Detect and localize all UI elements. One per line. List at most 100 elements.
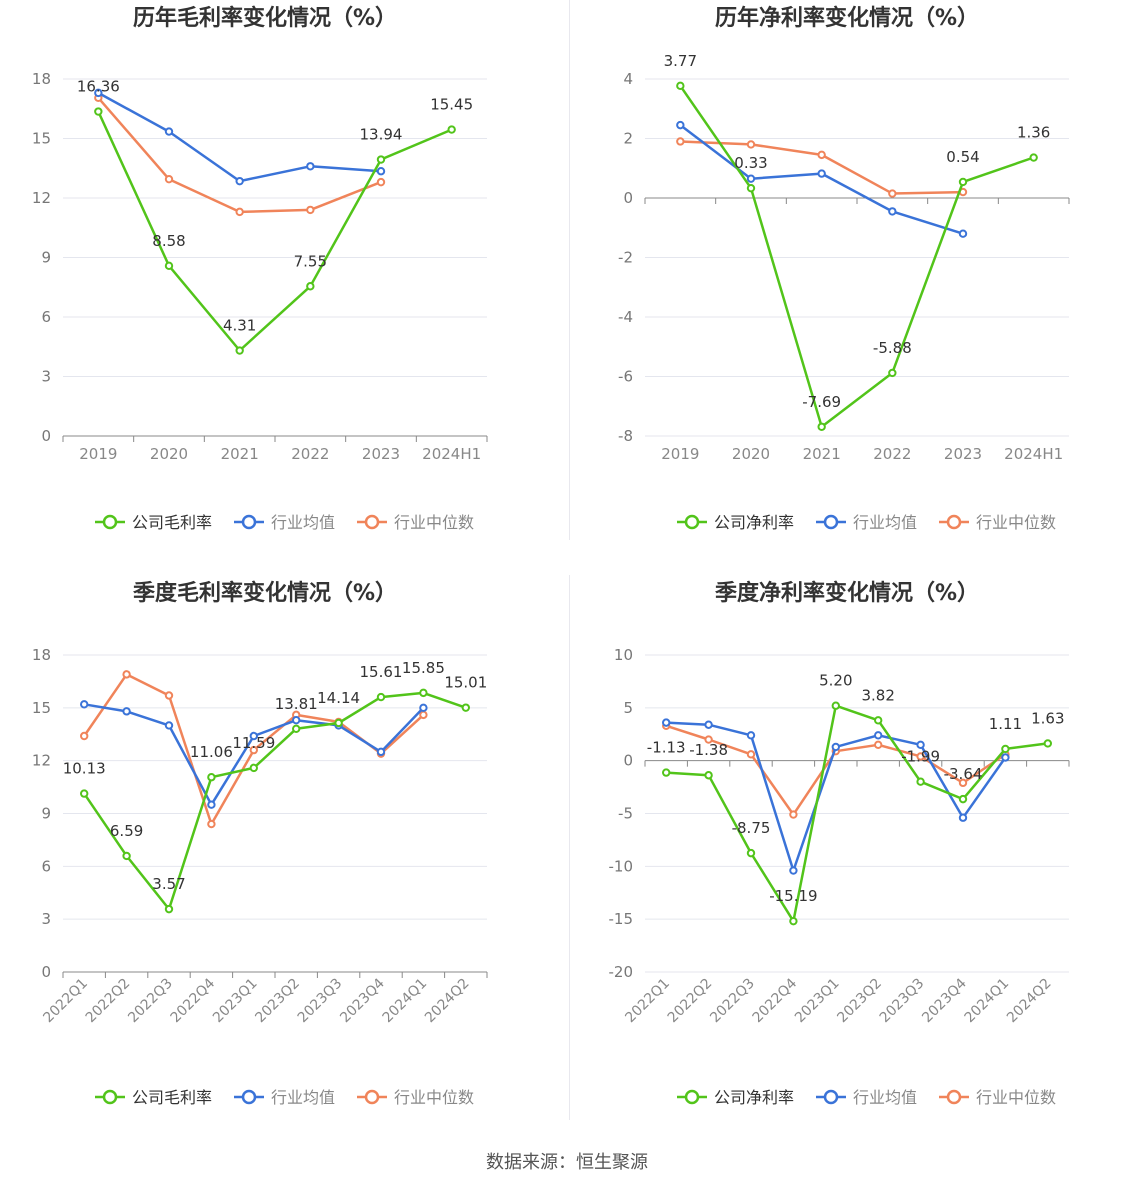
- data-label: 1.36: [1017, 124, 1050, 142]
- data-point-company: [447, 125, 456, 134]
- data-point-average: [94, 88, 103, 98]
- data-point-average: [874, 731, 883, 740]
- data-point-company: [958, 177, 968, 187]
- data-label: 3.57: [152, 875, 185, 893]
- chart-title: 历年毛利率变化情况（%）: [133, 5, 397, 31]
- data-label: 6.59: [110, 822, 143, 840]
- legend-marker-icon: [364, 1089, 380, 1105]
- data-label: 7.55: [294, 252, 327, 270]
- legend-item-average: 行业均值: [816, 513, 917, 532]
- x-tick-label: 2022Q1: [40, 976, 91, 1027]
- legend-item-company: 公司毛利率: [95, 1088, 212, 1107]
- x-tick-label: 2019: [661, 445, 699, 463]
- x-tick-label: 2020: [150, 445, 188, 463]
- y-tick-label: 6: [41, 857, 51, 875]
- data-point-company: [789, 916, 798, 926]
- series-line-average: [83, 703, 425, 806]
- data-point-median: [874, 740, 883, 750]
- data-point-company: [94, 107, 103, 116]
- data-point-average: [704, 720, 713, 729]
- data-point-median: [746, 750, 756, 759]
- legend-marker-icon: [946, 1089, 962, 1105]
- x-tick-label: 2023Q3: [877, 976, 928, 1027]
- data-label: 13.81: [275, 695, 318, 713]
- y-tick-label: 15: [32, 699, 51, 717]
- quarterly-net-margin-chart: 季度净利率变化情况（%） -20 -15 -10 -5 0 5 10 2022Q1 2022Q2 2…: [567, 575, 1134, 1150]
- data-point-company: [122, 851, 131, 861]
- data-point-company: [676, 81, 685, 91]
- y-tick-label: 5: [623, 699, 633, 717]
- legend-item-company: 公司净利率: [677, 513, 794, 532]
- data-point-median: [164, 174, 174, 184]
- data-point-company: [1043, 739, 1052, 748]
- chart-title: 季度毛利率变化情况（%）: [133, 580, 397, 606]
- legend-label: 行业中位数: [976, 1088, 1056, 1107]
- data-label: 15.61: [360, 663, 403, 681]
- x-tick-label: 2022: [291, 445, 329, 463]
- data-label: 1.63: [1031, 709, 1064, 727]
- legend-label: 公司毛利率: [132, 1088, 212, 1107]
- data-point-median: [789, 810, 798, 819]
- data-point-company: [704, 771, 713, 780]
- data-point-average: [306, 162, 315, 171]
- legend-marker-icon: [102, 1089, 118, 1105]
- legend-item-average: 行业均值: [234, 1088, 335, 1107]
- data-label: 15.01: [444, 674, 487, 692]
- data-label: 14.14: [317, 689, 360, 707]
- x-tick-label: 2022Q2: [83, 976, 134, 1027]
- data-label: -15.19: [769, 887, 817, 905]
- x-tick-label: 2024Q1: [962, 976, 1013, 1027]
- x-tick-label: 2023Q4: [919, 975, 970, 1026]
- chart-title: 季度净利率变化情况（%）: [715, 580, 979, 606]
- data-label: -5.88: [873, 339, 912, 357]
- data-point-median: [249, 745, 259, 755]
- data-point-company: [461, 703, 470, 712]
- data-point-median: [958, 778, 968, 788]
- y-tick-label: 2: [623, 130, 633, 148]
- data-point-median: [746, 140, 756, 149]
- y-tick-label: 15: [32, 130, 51, 148]
- data-point-median: [80, 731, 89, 741]
- legend-marker-icon: [946, 514, 962, 530]
- legend-item-median: 行业中位数: [939, 513, 1056, 532]
- legend-label: 行业均值: [853, 513, 917, 532]
- series-line-company: [97, 110, 453, 352]
- data-point-company: [916, 777, 925, 786]
- data-point-average: [122, 707, 131, 716]
- data-point-company: [249, 763, 259, 773]
- y-tick-label: 3: [41, 910, 51, 928]
- data-point-company: [376, 155, 386, 164]
- legend-marker-icon: [241, 1089, 257, 1105]
- legend-item-company: 公司净利率: [677, 1088, 794, 1107]
- x-tick-label: 2023: [362, 445, 400, 463]
- data-label: -1.38: [689, 741, 728, 759]
- data-point-average: [249, 731, 259, 741]
- data-point-median: [207, 819, 216, 829]
- data-point-company: [334, 718, 343, 728]
- data-point-average: [80, 700, 89, 709]
- data-point-company: [1029, 153, 1038, 162]
- y-tick-label: 9: [41, 249, 51, 267]
- y-tick-label: -6: [618, 368, 633, 386]
- data-label: 16.36: [77, 78, 120, 96]
- data-point-median: [419, 710, 428, 720]
- data-point-company: [874, 716, 883, 725]
- x-tick-label: 2020: [732, 445, 770, 463]
- series-line-average: [679, 124, 964, 235]
- data-label: -1.99: [901, 748, 940, 766]
- data-point-average: [958, 813, 968, 822]
- data-point-company: [419, 688, 428, 698]
- data-point-median: [817, 150, 826, 160]
- legend-label: 公司净利率: [714, 513, 794, 532]
- legend-label: 行业均值: [271, 513, 335, 532]
- y-tick-label: -2: [618, 249, 633, 267]
- data-label: 5.20: [819, 672, 852, 690]
- y-tick-label: 0: [623, 752, 633, 770]
- data-label: 3.77: [664, 52, 697, 70]
- data-point-company: [164, 904, 174, 914]
- data-label: -3.64: [944, 765, 983, 783]
- data-label: 0.33: [734, 154, 767, 172]
- legend-label: 行业中位数: [394, 513, 474, 532]
- data-point-average: [789, 866, 798, 875]
- divider-bottom: [569, 575, 570, 1120]
